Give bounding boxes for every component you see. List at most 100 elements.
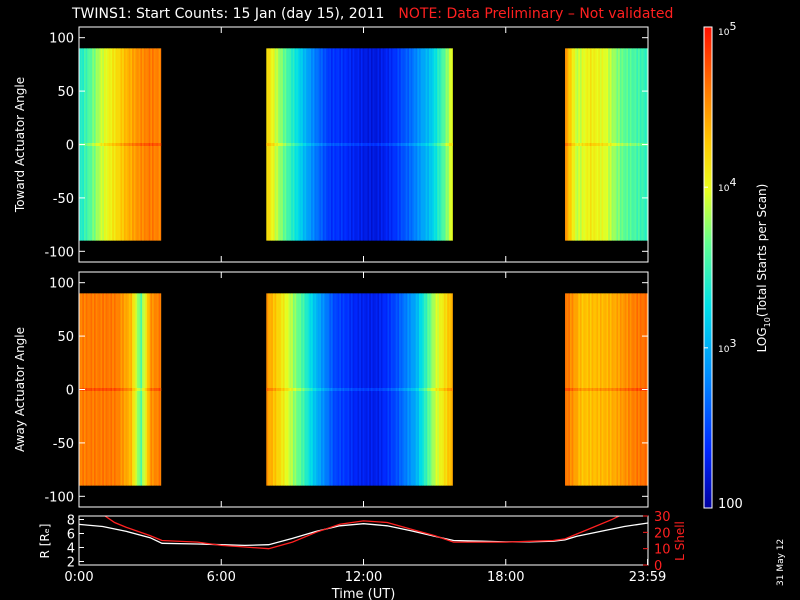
heatmap-cell-zero xyxy=(326,143,329,146)
heatmap-cell-zero xyxy=(372,388,375,391)
heatmap-cell-zero xyxy=(638,143,641,146)
heatmap-cell-zero xyxy=(576,388,579,391)
heatmap-cell-zero xyxy=(142,143,145,146)
heatmap-cell-zero xyxy=(573,388,576,391)
y-tick-label: 100 xyxy=(49,32,74,47)
heatmap-cell-zero xyxy=(316,388,319,391)
heatmap-cell-zero xyxy=(155,388,158,391)
title-note: NOTE: Data Preliminary – Not validated xyxy=(398,6,674,22)
heatmap-cell-zero xyxy=(357,388,360,391)
heatmap-cell-zero xyxy=(329,143,332,146)
heatmap-cell-zero xyxy=(576,143,579,146)
heatmap-cell-zero xyxy=(314,143,317,146)
heatmap-cell-zero xyxy=(282,143,285,146)
colorbar-tick-base: 10 xyxy=(718,345,730,355)
heatmap-cell-zero xyxy=(395,388,398,391)
heatmap-cell-zero xyxy=(629,388,632,391)
heatmap-cell-zero xyxy=(95,143,98,146)
heatmap-cell-zero xyxy=(304,388,307,391)
heatmap-cell-zero xyxy=(447,388,450,391)
heatmap-cell-zero xyxy=(362,143,365,146)
heatmap-cell-zero xyxy=(309,143,312,146)
heatmap-cell-zero xyxy=(155,143,158,146)
heatmap-cell-zero xyxy=(279,143,282,146)
heatmap-cell-zero xyxy=(287,388,290,391)
heatmap-cell-zero xyxy=(579,388,583,391)
heatmap-cell-zero xyxy=(402,388,405,391)
heatmap-cell-zero xyxy=(636,143,639,146)
heatmap-cell-zero xyxy=(414,143,417,146)
y-tick-label: -100 xyxy=(44,490,74,505)
heatmap-cell-zero xyxy=(417,388,420,391)
heatmap-cell-zero xyxy=(412,143,415,146)
heatmap-cell-zero xyxy=(301,388,304,391)
heatmap-cell-zero xyxy=(140,143,143,146)
heatmap-cell-zero xyxy=(389,143,392,146)
heatmap-cell-zero xyxy=(443,388,446,391)
heatmap-cell-zero xyxy=(619,143,622,146)
heatmap-cell-zero xyxy=(276,388,279,391)
heatmap-cell-zero xyxy=(407,388,410,391)
heatmap-cell-zero xyxy=(284,143,287,146)
colorbar-label: LOG10(Total Starts per Scan) xyxy=(755,184,772,353)
heatmap-cell-zero xyxy=(296,143,299,146)
heatmap-cell-zero xyxy=(639,388,642,391)
heatmap-cell-zero xyxy=(312,388,315,391)
heatmap-cell-zero xyxy=(160,143,162,146)
heatmap-cell-zero xyxy=(113,143,116,146)
heatmap-cell-zero xyxy=(374,388,377,391)
heatmap-cell-zero xyxy=(108,388,111,391)
heatmap-cell-zero xyxy=(589,388,592,391)
chart-title: TWINS1: Start Counts: 15 Jan (day 15), 2… xyxy=(72,6,673,22)
heatmap-cell-zero xyxy=(274,388,277,391)
colorbar-tick-exp: 5 xyxy=(729,20,736,33)
heatmap-cell-zero xyxy=(430,388,433,391)
heatmap-cell-zero xyxy=(334,388,337,391)
heatmap-cell-zero xyxy=(90,388,93,391)
heatmap-cell-zero xyxy=(327,388,330,391)
heatmap-cell-zero xyxy=(329,388,332,391)
heatmap-cell-zero xyxy=(128,143,131,146)
heatmap-cell-zero xyxy=(120,388,123,391)
heatmap-cell-zero xyxy=(292,143,295,146)
heatmap-cell-zero xyxy=(634,143,637,146)
heatmap-cell-zero xyxy=(427,143,430,146)
heatmap-cell-zero xyxy=(385,143,388,146)
heatmap-cell-zero xyxy=(145,388,148,391)
heatmap-cell-zero xyxy=(423,388,427,391)
heatmap-cell-zero xyxy=(355,388,358,391)
heatmap-cell-zero xyxy=(286,388,289,391)
heatmap-cell-zero xyxy=(350,388,353,391)
heatmap-cell-zero xyxy=(331,388,334,391)
heatmap-cell-zero xyxy=(158,388,161,391)
heatmap-cell-zero xyxy=(327,143,330,146)
heatmap-cell-zero xyxy=(435,143,438,146)
y-tick-label: 50 xyxy=(57,85,74,100)
x-axis-label: Time (UT) xyxy=(331,587,396,600)
toward-ylabel: Toward Actuator Angle xyxy=(13,77,27,213)
y-tick-label: 100 xyxy=(49,277,74,292)
colorbar-tick-exp: 4 xyxy=(729,176,736,189)
heatmap-cell-zero xyxy=(347,388,350,391)
x-tick-label: 12:00 xyxy=(345,570,382,585)
heatmap-cell-zero xyxy=(412,388,415,391)
heatmap-cell-zero xyxy=(596,388,599,391)
heatmap-cell-zero xyxy=(428,388,431,391)
heatmap-cell-zero xyxy=(603,143,606,146)
heatmap-cell-zero xyxy=(367,388,370,391)
heatmap-cell-zero xyxy=(152,388,155,391)
heatmap-cell-zero xyxy=(132,388,135,391)
heatmap-cell-zero xyxy=(613,388,616,391)
heatmap-cell-zero xyxy=(442,143,445,146)
heatmap-cell-zero xyxy=(349,388,352,391)
heatmap-cell-zero xyxy=(568,388,571,391)
heatmap-cell-zero xyxy=(609,143,612,146)
heatmap-cell-zero xyxy=(317,388,320,391)
heatmap-cell-zero xyxy=(267,143,271,146)
heatmap-cell-zero xyxy=(331,143,334,146)
colorbar-tick-base: 10 xyxy=(718,184,730,194)
heatmap-cell-zero xyxy=(272,388,275,391)
heatmap-cell-zero xyxy=(594,388,597,391)
heatmap-cell-zero xyxy=(289,388,292,391)
heatmap-cell-zero xyxy=(98,143,101,146)
